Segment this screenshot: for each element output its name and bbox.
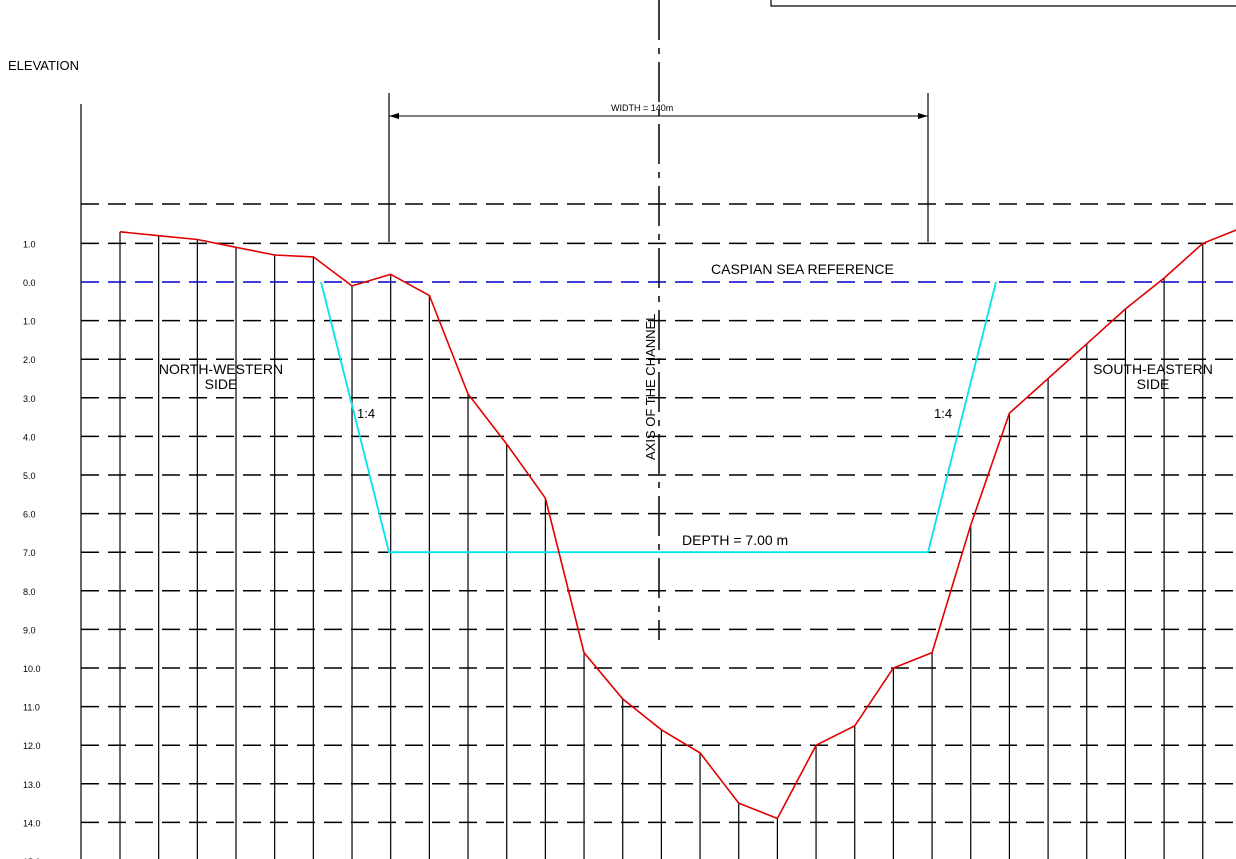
- elevation-tick-label: 12.0: [23, 741, 41, 751]
- elevation-tick-label: 11.0: [23, 703, 40, 713]
- station-verticals: [119, 231, 1204, 859]
- se-side-label-line2: SIDE: [1137, 376, 1170, 392]
- elevation-tick-label: 5.0: [23, 471, 36, 481]
- nw-side-label-line1: NORTH-WESTERN: [159, 361, 283, 377]
- elevation-tick-label: 14.0: [23, 818, 41, 828]
- title-block-frame: [770, 0, 1236, 7]
- elevation-tick-label: 15.0: [23, 857, 41, 859]
- elevation-tick-label: 3.0: [23, 394, 36, 404]
- left-slope-label: 1:4: [357, 406, 375, 421]
- elevation-tick-label: 1.0: [23, 239, 36, 249]
- width-label: WIDTH = 140m: [611, 103, 673, 113]
- elevation-tick-label: 9.0: [23, 625, 36, 635]
- se-side-label-line1: SOUTH-EASTERN: [1093, 361, 1213, 377]
- channel-axis-label: AXIS OF THE CHANNEL: [643, 314, 658, 460]
- nw-side-label-line2: SIDE: [205, 376, 238, 392]
- depth-label: DEPTH = 7.00 m: [682, 532, 788, 548]
- elevation-tick-label: 13.0: [23, 780, 41, 790]
- design-channel-section: [320, 281, 997, 554]
- right-slope-label: 1:4: [934, 406, 952, 421]
- elevation-tick-label: 7.0: [23, 548, 36, 558]
- elevation-tick-label: 2.0: [23, 355, 36, 365]
- elevation-tick-label: 0.0: [23, 278, 36, 288]
- elevation-tick-label: 4.0: [23, 432, 36, 442]
- elevation-tick-label: 8.0: [23, 587, 36, 597]
- reference-label: CASPIAN SEA REFERENCE: [711, 261, 894, 277]
- seabed-profile-line: [119, 229, 1236, 820]
- elevation-tick-labels: 1.0 0.0 1.0 2.0 3.0 4.0 5.0 6.0 7.0 8.0 9.0 10.0 11.…: [23, 239, 41, 859]
- elevation-tick-label: 6.0: [23, 510, 36, 520]
- elevation-tick-label: 10.0: [23, 664, 41, 674]
- elevation-tick-label: 1.0: [23, 317, 36, 327]
- elevation-label: ELEVATION: [8, 58, 79, 73]
